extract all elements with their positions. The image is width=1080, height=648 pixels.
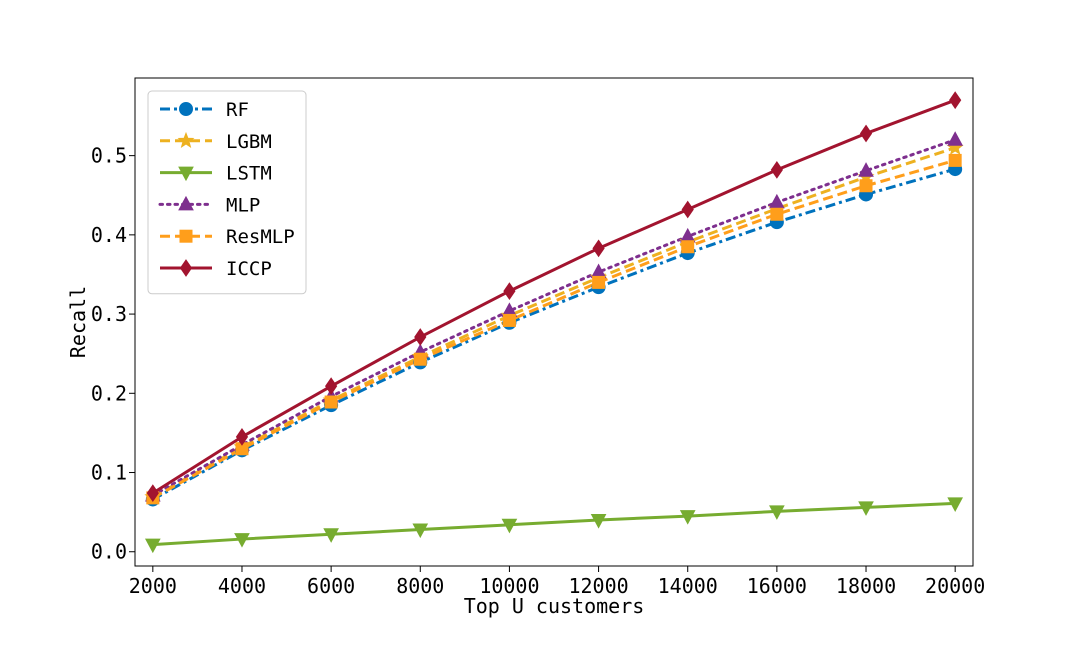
legend-marker-rf — [180, 103, 193, 116]
legend-label-resmlp: ResMLP — [226, 226, 295, 248]
data-point-iccp — [504, 283, 515, 299]
data-point-resmlp — [414, 353, 426, 365]
data-point-resmlp — [860, 180, 872, 192]
legend-marker-resmlp — [180, 230, 192, 242]
x-tick-label: 6000 — [307, 574, 355, 598]
y-tick-label: 0.3 — [91, 302, 127, 326]
y-tick-label: 0.5 — [91, 144, 127, 168]
data-point-iccp — [326, 378, 337, 394]
x-tick-label: 8000 — [396, 574, 444, 598]
data-point-mlp — [948, 132, 962, 145]
data-point-iccp — [593, 240, 604, 256]
data-point-mlp — [770, 195, 784, 208]
x-tick-label: 16000 — [747, 574, 807, 598]
data-point-iccp — [950, 92, 961, 108]
x-tick-label: 18000 — [836, 574, 896, 598]
legend-label-lgbm: LGBM — [226, 131, 272, 153]
y-tick-label: 0.2 — [91, 381, 127, 405]
data-point-resmlp — [325, 396, 337, 408]
data-point-iccp — [861, 125, 872, 141]
legend-label-lstm: LSTM — [226, 163, 272, 185]
data-point-iccp — [682, 202, 693, 218]
data-point-resmlp — [593, 276, 605, 288]
legend-label-iccp: ICCP — [226, 258, 272, 280]
data-point-iccp — [771, 162, 782, 178]
data-point-iccp — [415, 329, 426, 345]
y-axis: 0.0 0.1 0.2 0.3 0.4 0.5 — [91, 144, 135, 564]
x-tick-label: 2000 — [129, 574, 177, 598]
x-tick-label: 20000 — [925, 574, 985, 598]
y-axis-label: Recall — [66, 286, 90, 358]
x-tick-label: 4000 — [218, 574, 266, 598]
data-point-resmlp — [949, 154, 961, 166]
x-axis-label: Top U customers — [464, 594, 645, 618]
legend-label-rf: RF — [226, 99, 249, 121]
y-tick-label: 0.4 — [91, 223, 127, 247]
y-tick-label: 0.1 — [91, 461, 127, 485]
series-line-lstm — [153, 503, 955, 544]
data-point-resmlp — [682, 241, 694, 253]
legend: RF LGBM LSTM MLP ResMLP ICCP — [148, 91, 306, 294]
data-point-resmlp — [771, 208, 783, 220]
x-tick-label: 14000 — [658, 574, 718, 598]
data-point-resmlp — [503, 314, 515, 326]
legend-label-mlp: MLP — [226, 194, 260, 216]
y-tick-label: 0.0 — [91, 540, 127, 564]
